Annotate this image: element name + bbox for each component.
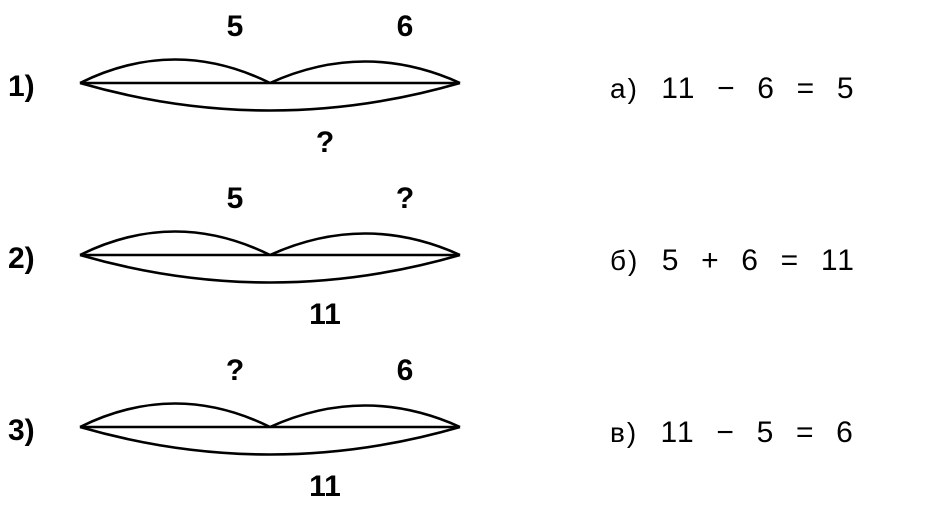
bottom-value: 11: [295, 298, 355, 332]
equation-rhs: 6: [741, 244, 760, 277]
bottom-value: 11: [295, 470, 355, 504]
equation-lhs: 5: [662, 244, 681, 277]
problem-row-1: 1) 5 6 ? а) 11 − 6 = 5: [0, 8, 940, 178]
segment-diagram: 5 6 ?: [60, 8, 480, 158]
equation-lhs: 11: [661, 72, 696, 105]
top-right-value: 6: [375, 354, 435, 388]
row-index-label: 2): [8, 242, 35, 276]
equation: б) 5 + 6 = 11: [610, 244, 856, 278]
row-index-label: 3): [8, 414, 35, 448]
equation-label: в): [610, 417, 638, 448]
equation-label: б): [610, 245, 639, 276]
worksheet-page: 1) 5 6 ? а) 11 − 6 = 5: [0, 0, 940, 524]
problem-row-2: 2) 5 ? 11 б) 5 + 6 = 11: [0, 180, 940, 350]
top-left-value: 5: [205, 182, 265, 216]
equation-eq: =: [797, 72, 817, 105]
equation-res: 11: [821, 244, 856, 277]
equation-op: +: [701, 244, 721, 277]
top-right-value: 6: [375, 10, 435, 44]
top-left-value: 5: [205, 10, 265, 44]
equation-rhs: 6: [757, 72, 776, 105]
top-left-value: ?: [205, 354, 265, 388]
equation-rhs: 5: [757, 416, 776, 449]
bottom-value: ?: [295, 126, 355, 160]
row-index-label: 1): [8, 70, 35, 104]
equation-op: −: [717, 72, 737, 105]
equation-res: 6: [836, 416, 855, 449]
equation: в) 11 − 5 = 6: [610, 416, 855, 450]
equation-eq: =: [796, 416, 816, 449]
equation-lhs: 11: [661, 416, 696, 449]
equation: а) 11 − 6 = 5: [610, 72, 856, 106]
segment-diagram: 5 ? 11: [60, 180, 480, 330]
problem-row-3: 3) ? 6 11 в) 11 − 5 = 6: [0, 352, 940, 522]
equation-eq: =: [781, 244, 801, 277]
equation-op: −: [716, 416, 736, 449]
segment-diagram: ? 6 11: [60, 352, 480, 502]
equation-res: 5: [837, 72, 856, 105]
top-right-value: ?: [375, 182, 435, 216]
equation-label: а): [610, 73, 639, 104]
